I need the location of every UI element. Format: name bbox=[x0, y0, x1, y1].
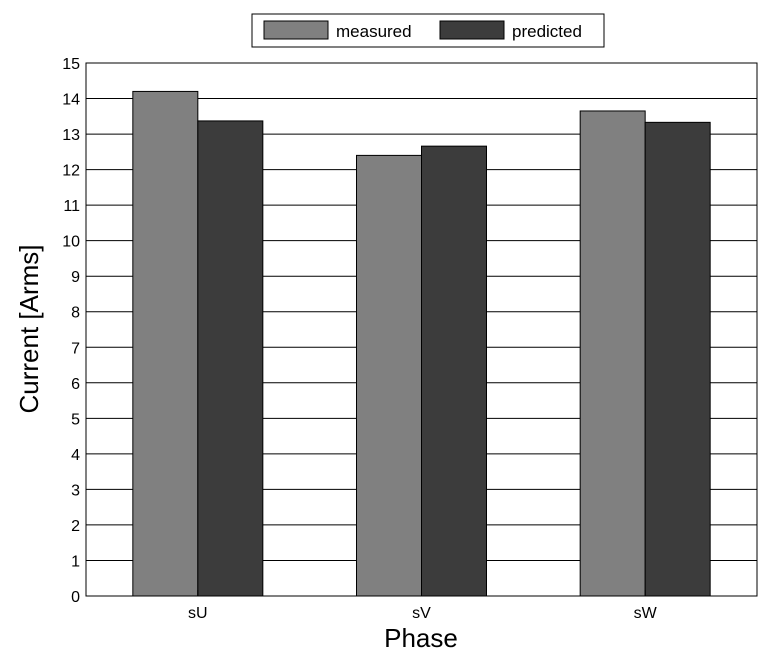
y-tick-label: 7 bbox=[71, 340, 80, 357]
y-tick-label: 5 bbox=[71, 411, 80, 428]
y-tick-label: 1 bbox=[71, 553, 80, 570]
x-tick-label: sV bbox=[412, 605, 431, 622]
y-tick-label: 9 bbox=[71, 269, 80, 286]
x-axis-label: Phase bbox=[384, 623, 458, 653]
y-tick-label: 12 bbox=[62, 163, 80, 180]
bar-measured-sU bbox=[132, 90, 199, 597]
legend: measured predicted bbox=[251, 13, 605, 48]
y-tick-label: 8 bbox=[71, 305, 80, 322]
y-tick-label: 15 bbox=[62, 56, 80, 73]
y-axis-label: Current [Arms] bbox=[14, 244, 44, 413]
x-tick-label: sU bbox=[188, 605, 208, 622]
bar-predicted-sV bbox=[421, 145, 487, 597]
bar-measured-sV bbox=[356, 154, 422, 597]
y-tick-label: 10 bbox=[62, 234, 80, 251]
bar-predicted-sU bbox=[197, 120, 264, 597]
y-tick-label: 4 bbox=[71, 447, 80, 464]
legend-swatch-measured bbox=[263, 20, 329, 40]
bar-measured-sW bbox=[579, 110, 646, 597]
legend-label-measured: measured bbox=[336, 22, 412, 41]
y-tick-label: 13 bbox=[62, 127, 80, 144]
x-tick-label: sW bbox=[634, 605, 658, 622]
y-tick-label: 6 bbox=[71, 376, 80, 393]
x-axis-ticks: sU sV sW bbox=[188, 590, 658, 622]
y-tick-label: 11 bbox=[63, 198, 80, 215]
bar-predicted-sW bbox=[644, 121, 711, 597]
legend-swatch-predicted bbox=[439, 20, 505, 40]
legend-label-predicted: predicted bbox=[512, 22, 582, 41]
bars bbox=[132, 90, 711, 597]
y-tick-label: 14 bbox=[62, 92, 80, 109]
y-tick-label: 0 bbox=[71, 589, 80, 606]
y-tick-label: 2 bbox=[71, 518, 80, 535]
y-tick-label: 3 bbox=[71, 482, 80, 499]
